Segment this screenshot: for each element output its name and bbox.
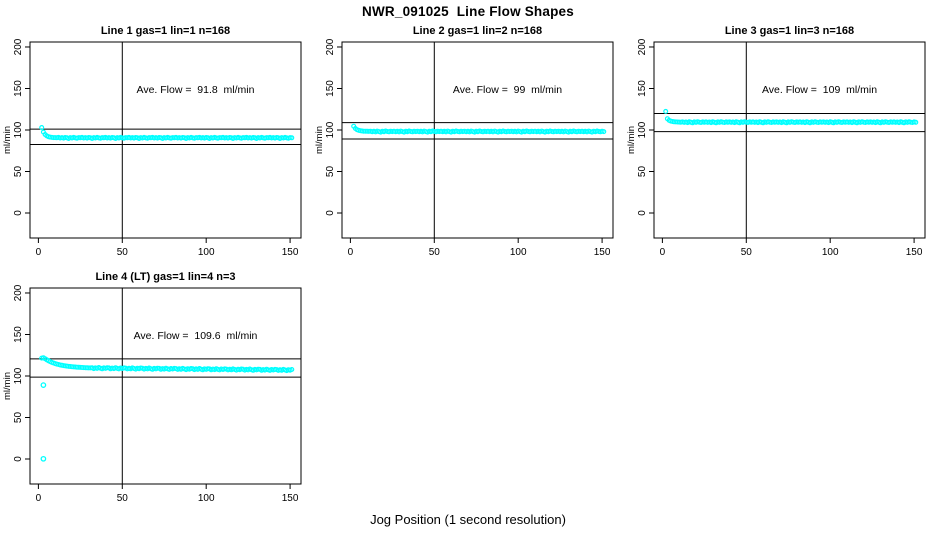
subplot-title: Line 2 gas=1 lin=2 n=168 xyxy=(412,25,543,37)
svg-text:100: 100 xyxy=(198,247,215,258)
plot-canvas-line-1: 0 50 100 150 0 50 100 150 200 ml/min xyxy=(2,38,302,258)
plot-canvas-line-3: 0 50 100 150 0 50 100 150 200 ml/min xyxy=(626,38,926,258)
svg-text:50: 50 xyxy=(13,166,24,178)
plot-canvas-line-4: 0 50 100 150 0 50 100 150 200 ml/min xyxy=(2,284,302,504)
svg-text:ml/min: ml/min xyxy=(2,126,13,154)
svg-text:150: 150 xyxy=(325,80,336,97)
svg-text:0: 0 xyxy=(13,210,24,216)
svg-text:200: 200 xyxy=(13,38,24,55)
svg-text:100: 100 xyxy=(198,493,215,504)
svg-text:100: 100 xyxy=(325,121,336,138)
svg-text:50: 50 xyxy=(429,247,441,258)
svg-text:200: 200 xyxy=(637,38,648,55)
ave-flow-annotation: Ave. Flow = 99 ml/min xyxy=(452,84,563,96)
svg-text:100: 100 xyxy=(13,121,24,138)
svg-text:150: 150 xyxy=(906,247,923,258)
svg-text:ml/min: ml/min xyxy=(314,126,325,154)
svg-text:0: 0 xyxy=(637,210,648,216)
plot-canvas-line-2: 0 50 100 150 0 50 100 150 200 ml/min xyxy=(314,38,614,258)
main-title: NWR_091025 Line Flow Shapes xyxy=(362,4,574,19)
svg-text:100: 100 xyxy=(13,367,24,384)
svg-text:200: 200 xyxy=(13,284,24,301)
subplot-title: Line 3 gas=1 lin=3 n=168 xyxy=(724,25,855,37)
svg-text:100: 100 xyxy=(510,247,527,258)
svg-text:50: 50 xyxy=(741,247,753,258)
svg-text:ml/min: ml/min xyxy=(2,372,13,400)
subplot-title: Line 1 gas=1 lin=1 n=168 xyxy=(100,25,231,37)
svg-text:0: 0 xyxy=(36,247,42,258)
svg-text:150: 150 xyxy=(282,493,299,504)
svg-text:0: 0 xyxy=(348,247,354,258)
svg-text:0: 0 xyxy=(36,493,42,504)
svg-text:50: 50 xyxy=(117,247,129,258)
svg-text:0: 0 xyxy=(13,456,24,462)
subplot-line-3: Line 3 gas=1 lin=3 n=168 Ave. Flow = 109… xyxy=(624,22,936,268)
svg-text:150: 150 xyxy=(13,326,24,343)
subplot-line-4: Line 4 (LT) gas=1 lin=4 n=3 Ave. Flow = … xyxy=(0,268,312,514)
svg-text:150: 150 xyxy=(594,247,611,258)
ave-flow-annotation: Ave. Flow = 91.8 ml/min xyxy=(136,84,255,96)
svg-text:100: 100 xyxy=(822,247,839,258)
svg-text:0: 0 xyxy=(325,210,336,216)
svg-text:50: 50 xyxy=(637,166,648,178)
ave-flow-annotation: Ave. Flow = 109 ml/min xyxy=(761,84,878,96)
svg-text:50: 50 xyxy=(325,166,336,178)
svg-text:200: 200 xyxy=(325,38,336,55)
x-axis-label: Jog Position (1 second resolution) xyxy=(370,512,566,527)
subplot-line-1: Line 1 gas=1 lin=1 n=168 Ave. Flow = 91.… xyxy=(0,22,312,268)
svg-text:50: 50 xyxy=(117,493,129,504)
svg-text:100: 100 xyxy=(637,121,648,138)
svg-text:ml/min: ml/min xyxy=(626,126,637,154)
svg-text:150: 150 xyxy=(13,80,24,97)
svg-text:150: 150 xyxy=(637,80,648,97)
subplot-line-2: Line 2 gas=1 lin=2 n=168 Ave. Flow = 99 … xyxy=(312,22,624,268)
ave-flow-annotation: Ave. Flow = 109.6 ml/min xyxy=(133,330,258,342)
subplot-title: Line 4 (LT) gas=1 lin=4 n=3 xyxy=(95,271,236,283)
svg-text:0: 0 xyxy=(660,247,666,258)
svg-text:50: 50 xyxy=(13,412,24,424)
svg-text:150: 150 xyxy=(282,247,299,258)
